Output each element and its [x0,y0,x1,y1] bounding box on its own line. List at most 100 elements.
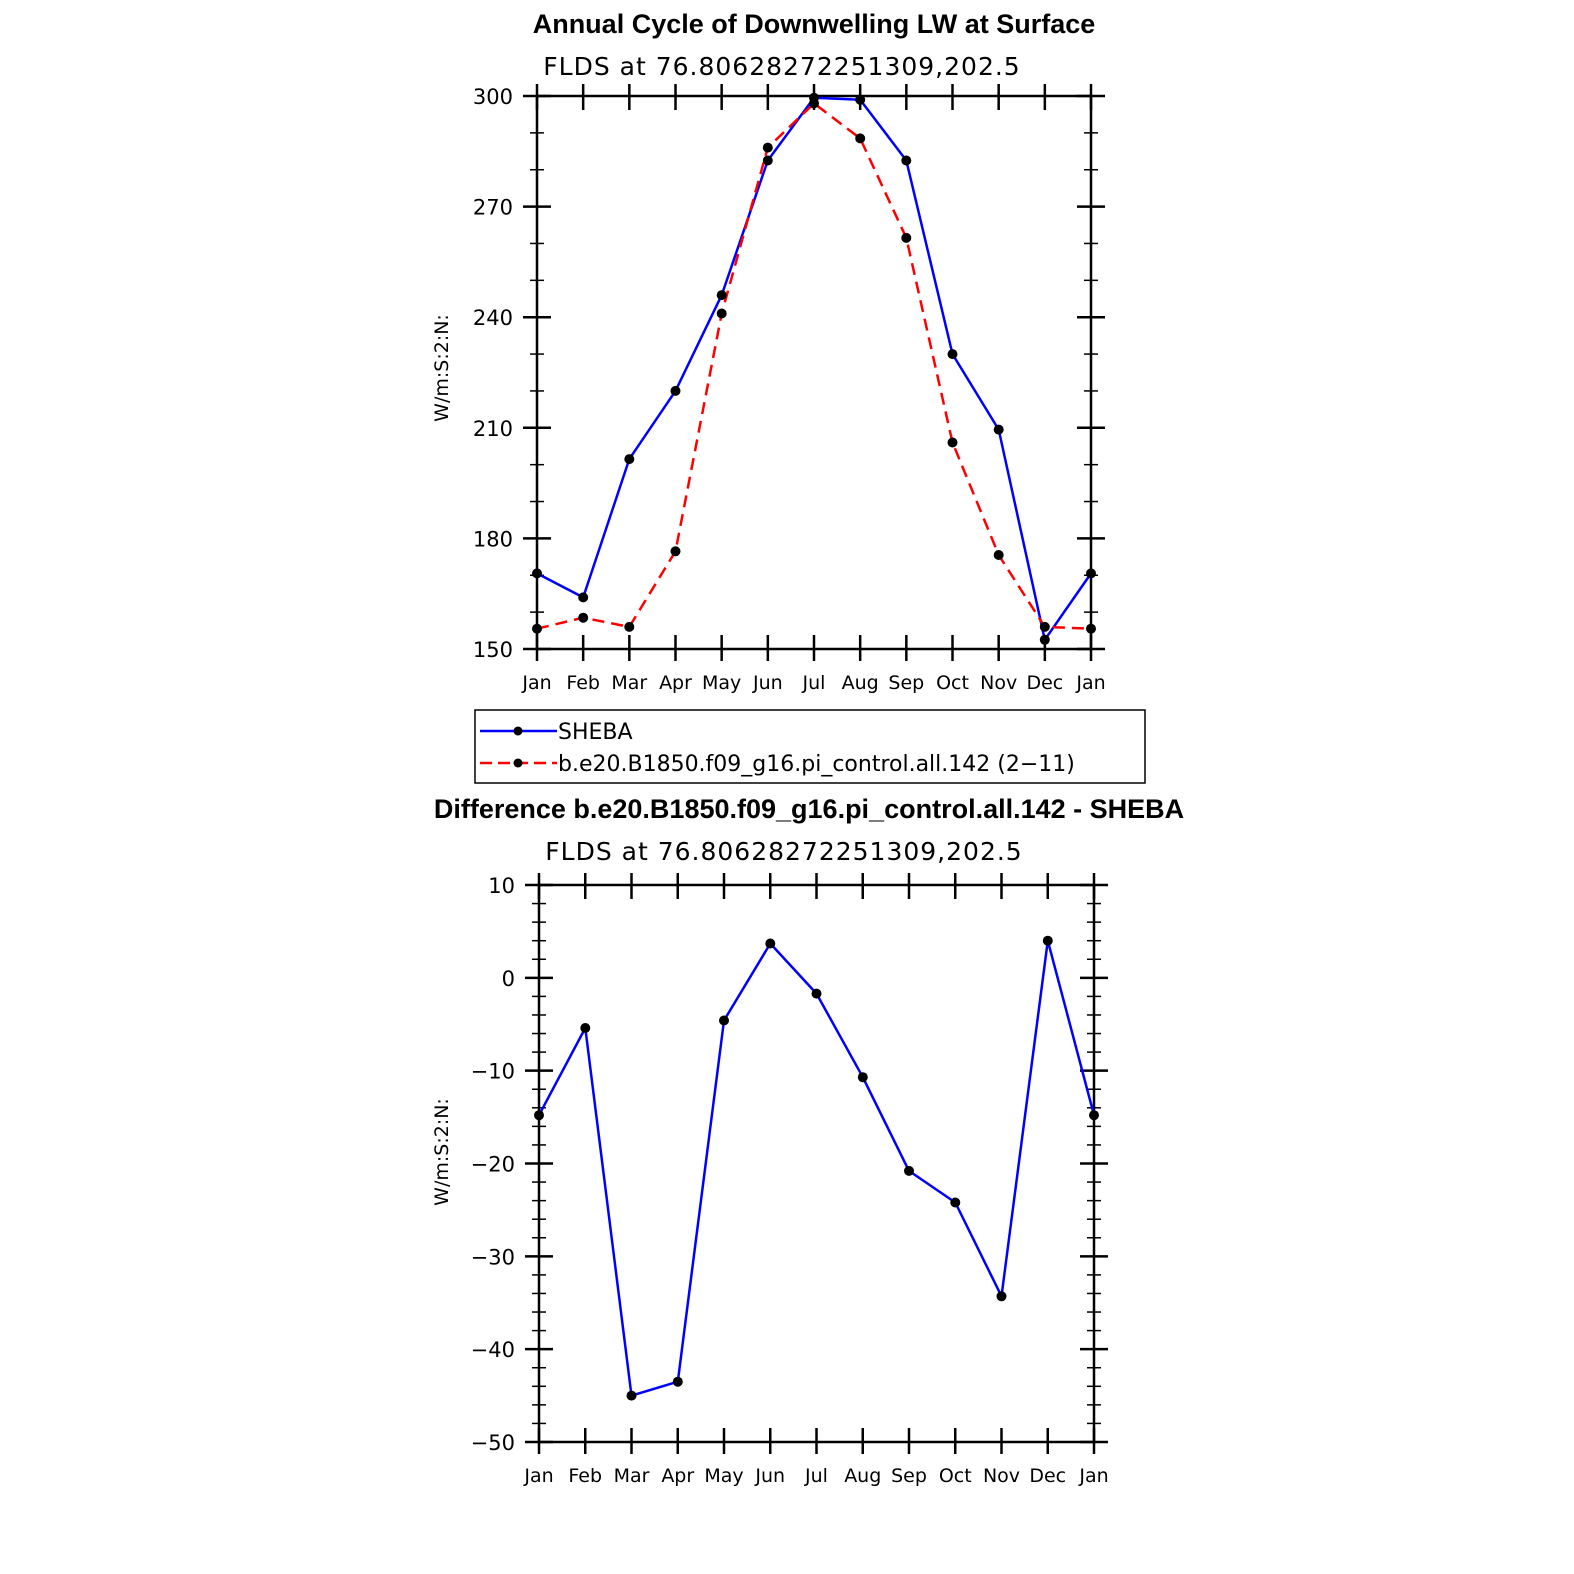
x-tick-label: Jun [752,672,783,694]
x-tick-label: Sep [891,1465,927,1487]
x-tick-label: May [702,672,741,694]
data-point [716,308,727,319]
data-point [1089,1110,1099,1121]
legend-box [474,709,1146,784]
x-tick-label: May [704,1465,743,1487]
x-tick-label: Jan [521,672,551,694]
x-tick-label: Feb [566,672,600,694]
x-tick-label: Nov [980,672,1017,694]
x-tick-label: Jul [802,672,826,694]
x-tick-label: Jun [754,1465,785,1487]
x-tick-label: Feb [568,1465,602,1487]
data-point [672,1376,683,1387]
data-point [1039,621,1050,632]
data-point [1086,623,1096,634]
series-group [534,935,1099,1401]
x-tick-label: Aug [844,1465,881,1487]
x-tick-label: Jan [523,1465,553,1487]
data-point [626,1390,637,1401]
series-group [532,92,1096,645]
data-point [947,437,958,448]
data-point [996,1291,1007,1302]
x-tick-label: Jul [804,1465,828,1487]
y-tick-label: 300 [473,85,513,109]
data-point [578,592,589,603]
x-tick-label: Oct [936,672,969,694]
data-point [901,232,912,243]
data-point [904,1165,914,1176]
legend-marker-sheba [513,726,523,736]
plot-frame [535,94,1093,651]
x-tick-label: Dec [1026,672,1063,694]
data-point [580,1023,591,1033]
data-point [1039,634,1050,645]
plot-axes: 150 180 210 240 270 300 Jan Feb Mar Apr May Jun Jul A… [473,84,1106,694]
x-tick-label: Jan [1075,672,1105,694]
legend: SHEBA b.e20.B1850.f09_g16.pi_control.all… [474,709,1146,784]
data-point [716,290,727,301]
legend-label-sheba: SHEBA [558,720,633,745]
data-point [1042,935,1053,946]
data-point [993,424,1004,435]
data-point [532,568,542,579]
data-point [765,938,776,949]
x-tick-label: Mar [611,672,647,694]
plot-axes: −50 −40 −30 −20 −10 0 10 Jan Feb Mar Apr May Jun Jul A… [471,873,1109,1487]
data-point [624,454,635,465]
y-tick-label: −20 [471,1153,515,1177]
x-tick-label: Mar [614,1465,650,1487]
x-tick-label: Apr [659,672,692,694]
series-line-0 [536,96,1093,642]
data-point [950,1197,961,1208]
x-tick-label: Oct [939,1465,972,1487]
data-point [855,94,866,105]
plot-frame [537,883,1096,1444]
data-point [719,1015,729,1026]
series-line-1 [536,102,1092,630]
y-tick-label: 240 [473,306,513,330]
y-axis-label: W/m:S:2:N: [431,314,453,422]
x-tick-label: Sep [888,672,924,694]
chart-title: Difference b.e20.B1850.f09_g16.pi_contro… [434,794,1184,824]
annual-cycle-panel: Annual Cycle of Downwelling LW at Surfac… [431,9,1106,694]
series-line-0 [537,939,1096,1397]
y-axis-label: W/m:S:2:N: [431,1098,453,1206]
y-tick-label: −50 [471,1431,515,1455]
y-tick-label: 10 [488,874,515,898]
y-tick-label: −30 [471,1245,515,1269]
x-tick-label: Nov [983,1465,1020,1487]
difference-panel: Difference b.e20.B1850.f09_g16.pi_contro… [431,794,1184,1487]
data-point [1086,568,1096,579]
data-point [947,349,958,360]
x-tick-label: Dec [1029,1465,1066,1487]
data-point [534,1110,544,1121]
data-point [762,155,773,166]
data-point [532,623,542,634]
x-tick-label: Jan [1078,1465,1108,1487]
chart-title: Annual Cycle of Downwelling LW at Surfac… [533,9,1096,39]
chart-subtitle: FLDS at 76.80628272251309,202.5 [545,837,1022,866]
y-tick-label: −10 [471,1060,515,1084]
y-tick-label: 210 [473,417,513,441]
chart-subtitle: FLDS at 76.80628272251309,202.5 [543,52,1020,81]
data-point [624,621,635,632]
data-point [762,142,773,153]
data-point [670,385,681,396]
data-point [857,1072,868,1083]
x-tick-label: Apr [661,1465,694,1487]
y-tick-label: 180 [473,527,513,551]
data-point [811,988,822,999]
y-tick-label: 270 [473,196,513,220]
legend-marker-model [513,758,523,768]
data-point [809,98,819,109]
data-point [670,546,681,557]
data-point [855,133,866,144]
data-point [901,155,912,166]
y-tick-label: 150 [473,638,513,662]
x-tick-label: Aug [842,672,879,694]
y-tick-label: −40 [471,1338,515,1362]
y-tick-label: 0 [502,967,515,991]
data-point [578,612,589,623]
data-point [993,550,1004,560]
